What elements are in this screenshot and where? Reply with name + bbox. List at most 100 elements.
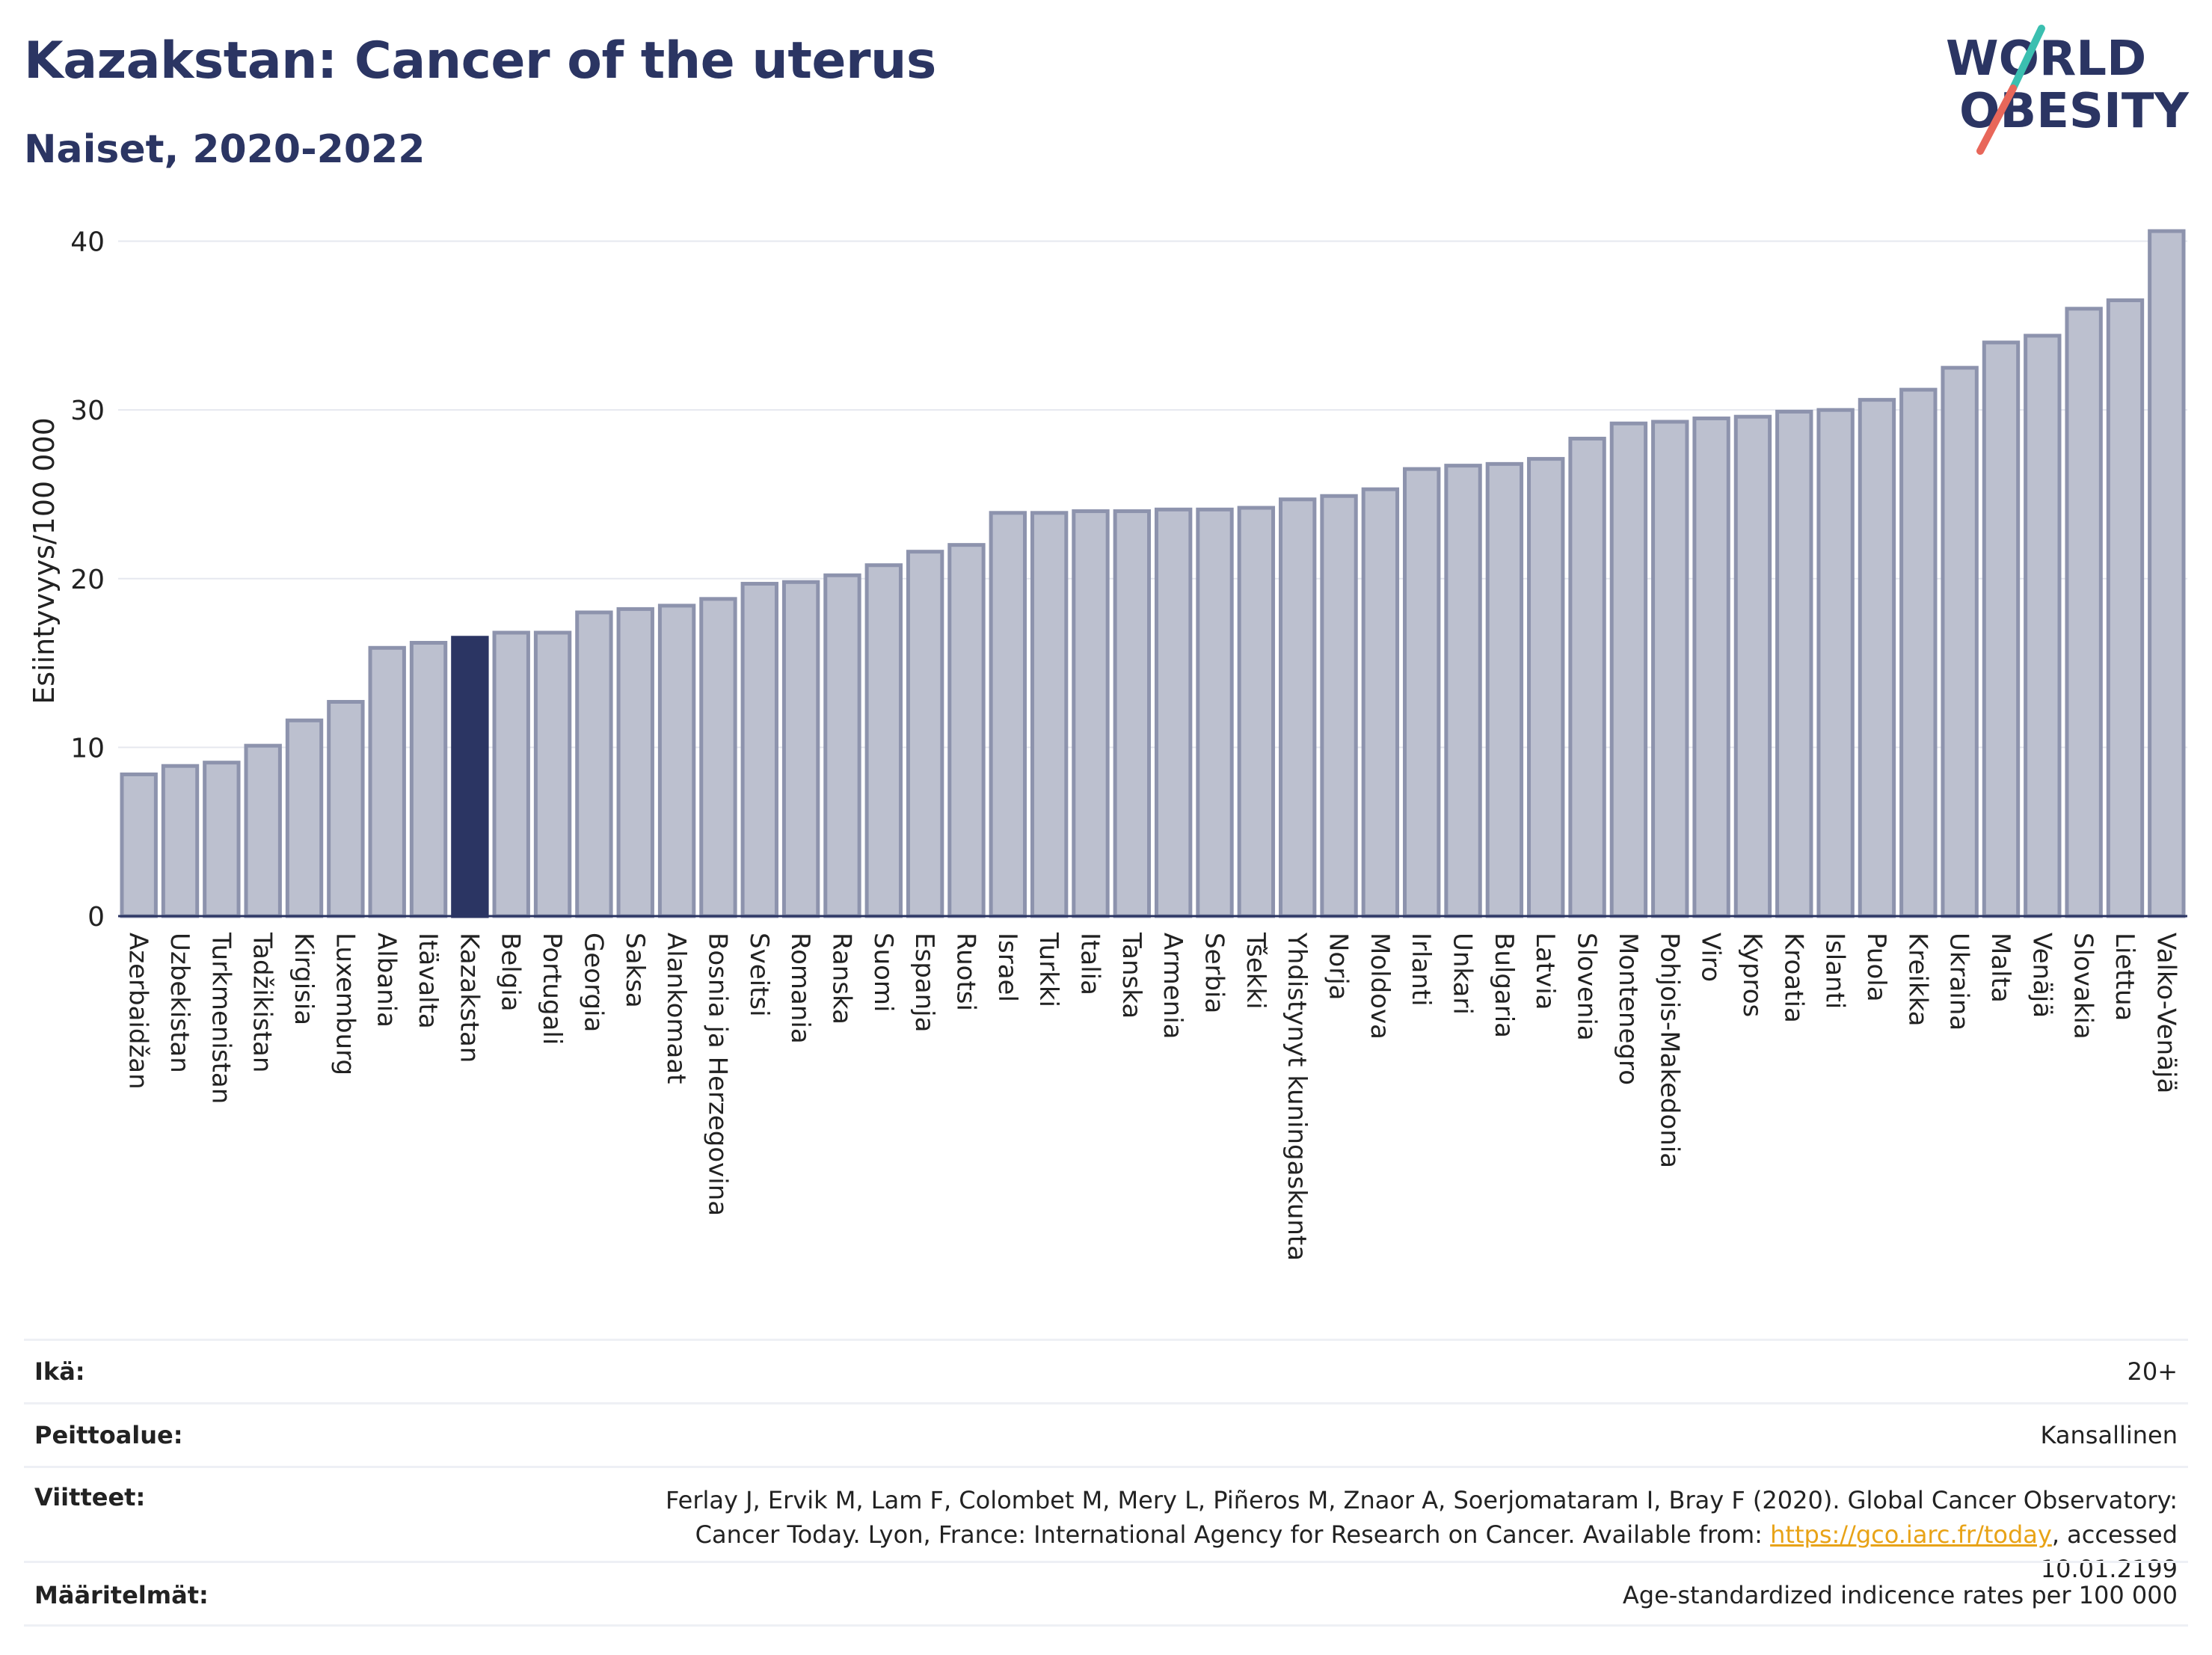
x-tick-label: Bosnia ja Herzegovina: [702, 933, 732, 1216]
bar: [1444, 464, 1482, 918]
bar: [1858, 398, 1896, 918]
x-tick-label: Tanska: [1116, 932, 1146, 1019]
bar: [740, 582, 778, 918]
coverage-value: Kansallinen: [2040, 1421, 2178, 1449]
bar: [864, 563, 903, 918]
x-tick-label: Azerbaidžan: [123, 933, 153, 1090]
bar: [327, 699, 365, 918]
x-tick-label: Kroatia: [1778, 933, 1808, 1023]
y-tick-label: 0: [87, 902, 105, 933]
bar: [1154, 507, 1193, 918]
x-tick-label: Puola: [1861, 933, 1891, 1002]
bar: [1733, 414, 1772, 918]
bar: [451, 636, 489, 918]
bar: [1775, 409, 1813, 918]
bar: [1403, 467, 1441, 918]
bar: [285, 718, 324, 918]
x-tick-label: Malta: [1985, 933, 2015, 1003]
logo-slash-red: [1976, 85, 2017, 155]
info-row-coverage: Peittoalue: Kansallinen: [24, 1402, 2188, 1466]
x-tick-label: Moldova: [1365, 933, 1395, 1040]
bar: [368, 645, 406, 918]
x-tick-label: Kazakstan: [454, 933, 484, 1063]
bar: [1941, 366, 1979, 918]
bar: [2065, 307, 2103, 918]
bar: [1568, 437, 1606, 918]
x-tick-label: Luxemburg: [330, 933, 360, 1075]
page-subtitle: Naiset, 2020-2022: [24, 127, 425, 172]
age-value: 20+: [2127, 1357, 2178, 1386]
x-tick-label: Georgia: [578, 933, 608, 1032]
x-tick-label: Ukraina: [1944, 933, 1974, 1031]
bars: [120, 229, 2186, 918]
definitions-value: Age-standardized indicence rates per 100…: [1622, 1581, 2178, 1609]
x-tick-label: Ranska: [826, 933, 856, 1025]
y-tick-label: 10: [70, 733, 105, 764]
y-tick-label: 30: [70, 396, 105, 426]
x-tick-label: Turkmenistan: [206, 932, 236, 1104]
x-tick-label: Islanti: [1820, 933, 1850, 1009]
bar: [1113, 509, 1152, 918]
info-row-definitions: Määritelmät: Age-standardized indicence …: [24, 1561, 2188, 1627]
x-tick-label: Albania: [372, 933, 402, 1028]
x-tick-label: Kypros: [1737, 933, 1767, 1017]
y-tick-label: 20: [70, 565, 105, 595]
x-tick-label: Kreikka: [1902, 933, 1932, 1027]
bar: [409, 641, 448, 918]
x-tick-label: Slovakia: [2068, 933, 2098, 1040]
x-tick-label: Valko-Venäjä: [2151, 933, 2181, 1093]
references-text: Ferlay J, Ervik M, Lam F, Colombet M, Me…: [666, 1486, 2178, 1549]
bar: [989, 511, 1027, 918]
bar: [492, 630, 530, 918]
bar: [657, 604, 696, 918]
bar: [1237, 506, 1276, 918]
bar: [2024, 334, 2062, 918]
x-tick-label: Venäjä: [2027, 933, 2056, 1018]
x-tick-label: Italia: [1075, 933, 1105, 995]
x-tick-label: Armenia: [1158, 933, 1188, 1040]
bar: [1692, 416, 1730, 918]
definitions-label: Määritelmät:: [34, 1581, 209, 1609]
x-tick-label: Suomi: [868, 933, 898, 1013]
bar: [1899, 387, 1938, 918]
bar: [533, 630, 572, 918]
bar: [1030, 511, 1069, 918]
bar: [1527, 457, 1565, 918]
bar: [1361, 487, 1400, 918]
x-tick-label: Sveitsi: [744, 933, 774, 1017]
bar: [2148, 229, 2186, 918]
info-row-age: Ikä: 20+: [24, 1339, 2188, 1402]
x-tick-label: Ruotsi: [950, 933, 980, 1011]
bar: [947, 543, 986, 918]
bar: [1651, 420, 1689, 918]
bar: [244, 743, 282, 918]
bar: [203, 761, 241, 918]
world-obesity-logo: WORLD OBESITY: [1946, 25, 2189, 155]
x-tick-label: Viro: [1696, 933, 1726, 982]
x-axis-labels: Azerbaidžan Uzbekistan Turkmenistan Tadžiki…: [123, 932, 2181, 1261]
x-tick-label: Tadžikistan: [248, 932, 277, 1072]
bar: [1485, 461, 1524, 918]
y-axis-label: Esiintyvyys/100 000: [28, 417, 61, 704]
x-tick-label: Kirgisia: [289, 933, 319, 1025]
x-tick-label: Liettua: [2110, 933, 2139, 1021]
bar: [1072, 509, 1110, 918]
x-tick-label: Unkari: [1448, 933, 1478, 1015]
x-tick-label: Romania: [785, 933, 815, 1044]
x-tick-label: Latvia: [1530, 933, 1560, 1010]
x-tick-label: Pohjois-Makedonia: [1654, 933, 1684, 1168]
logo-line1: WORLD: [1946, 31, 2146, 87]
x-tick-label: Bulgaria: [1489, 933, 1519, 1038]
references-suffix: , accessed 10.01.2199: [2040, 1520, 2178, 1583]
x-tick-label: Montenegro: [1613, 933, 1643, 1085]
bar: [1320, 494, 1358, 918]
info-table: Ikä: 20+ Peittoalue: Kansallinen Viittee…: [24, 1339, 2188, 1627]
bar: [823, 573, 861, 918]
x-tick-label: Saksa: [620, 933, 650, 1008]
references-link[interactable]: https://gco.iarc.fr/today: [1770, 1520, 2052, 1549]
bar: [1816, 408, 1855, 918]
x-tick-label: Yhdistynyt kuningaskunta: [1282, 932, 1312, 1261]
info-row-references: Viitteet: Ferlay J, Ervik M, Lam F, Colo…: [24, 1466, 2188, 1583]
x-tick-label: Belgia: [496, 933, 526, 1012]
bar: [699, 597, 737, 918]
